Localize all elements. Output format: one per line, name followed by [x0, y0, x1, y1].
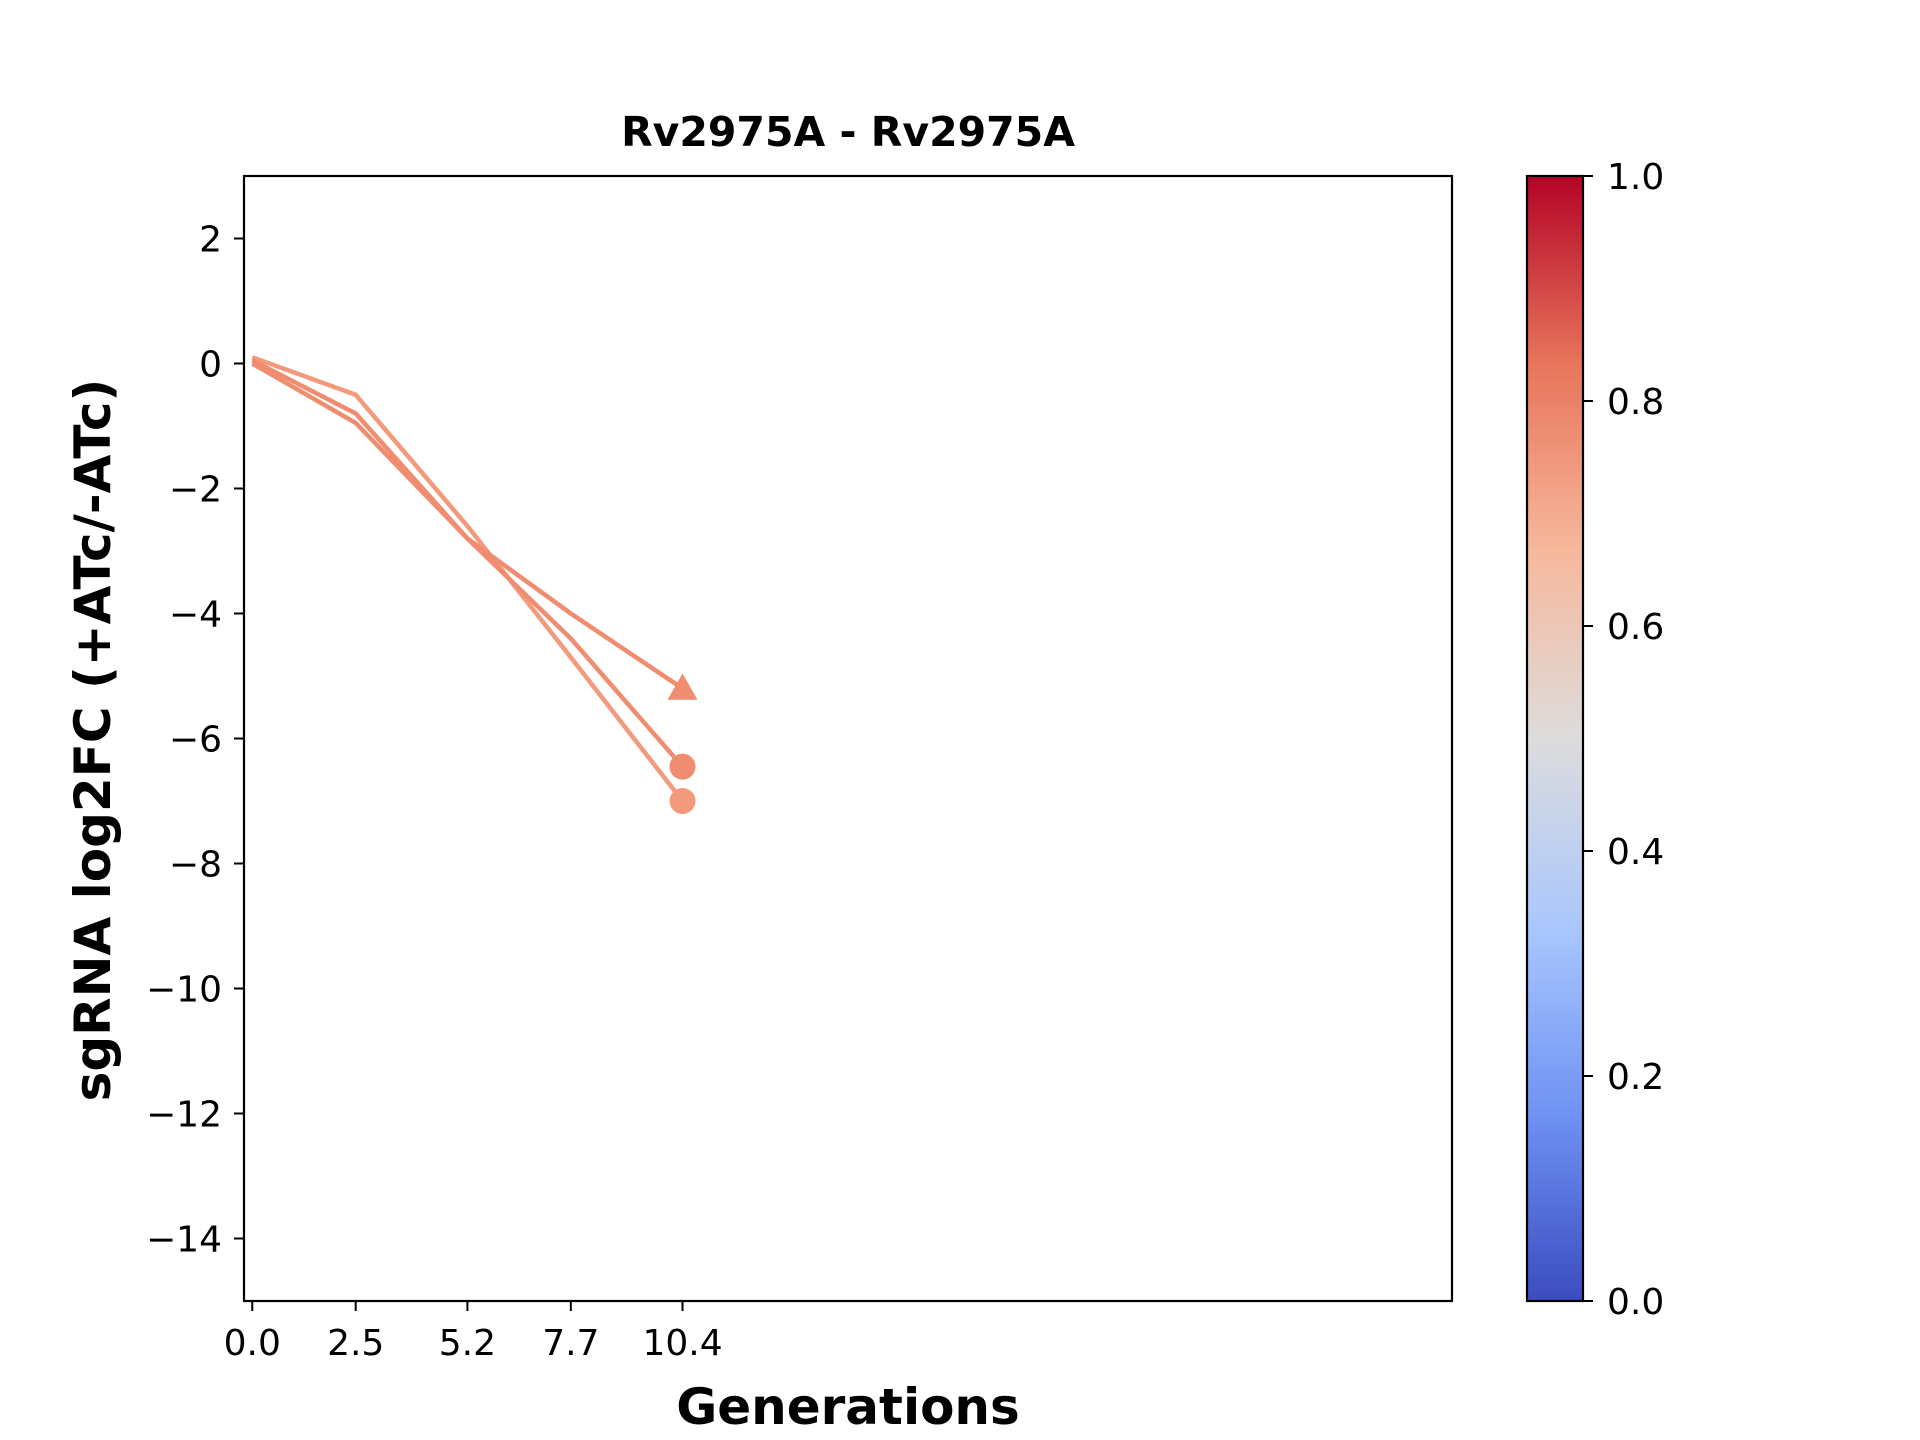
x-tick-label: 5.2: [439, 1323, 496, 1364]
y-tick-label: −14: [146, 1220, 222, 1261]
colorbar-tick-label: 0.2: [1607, 1057, 1664, 1098]
x-tick-label: 2.5: [327, 1323, 384, 1364]
colorbar-tick-label: 1.0: [1607, 157, 1664, 198]
y-tick-label: −2: [169, 470, 222, 511]
x-axis-label: Generations: [676, 1378, 1020, 1436]
y-tick-label: −6: [169, 720, 222, 761]
y-axis-label: sgRNA log2FC (+ATc/-ATc): [64, 379, 122, 1102]
colorbar-tick-label: 0.6: [1607, 607, 1664, 648]
plot-lines: [251, 355, 685, 803]
y-tick-label: 2: [199, 220, 222, 261]
y-tick-label: −10: [146, 970, 222, 1011]
colorbar-tick-label: 0.0: [1607, 1282, 1664, 1323]
x-tick-label: 0.0: [224, 1323, 281, 1364]
series-end-marker-3: [667, 673, 698, 700]
x-tick-label: 10.4: [642, 1323, 722, 1364]
plot-frame: [242, 174, 1454, 1303]
x-axis-ticks: 0.0 2.5 5.2 7.7 10.4: [224, 1301, 723, 1364]
y-tick-label: −4: [169, 595, 222, 636]
plot-markers: [667, 673, 698, 814]
y-tick-label: −8: [169, 845, 222, 886]
colorbar-tick-label: 0.8: [1607, 382, 1664, 423]
colorbar-tick-label: 0.4: [1607, 832, 1664, 873]
chart-title: Rv2975A - Rv2975A: [621, 108, 1075, 156]
y-tick-label: 0: [199, 345, 222, 386]
series-line-2: [251, 358, 685, 769]
series-line-1: [251, 355, 685, 803]
y-tick-label: −12: [146, 1095, 222, 1136]
x-tick-label: 7.7: [542, 1323, 599, 1364]
y-axis-ticks: 2 0 −2 −4 −6 −8 −10 −12 −14: [146, 220, 244, 1261]
series-line-3: [251, 361, 684, 691]
colorbar: [1525, 174, 1585, 1303]
series-end-marker-2: [669, 753, 696, 780]
series-end-marker-1: [669, 788, 696, 814]
colorbar-ticks: 0.0 0.2 0.4 0.6 0.8 1.0: [1583, 157, 1664, 1323]
